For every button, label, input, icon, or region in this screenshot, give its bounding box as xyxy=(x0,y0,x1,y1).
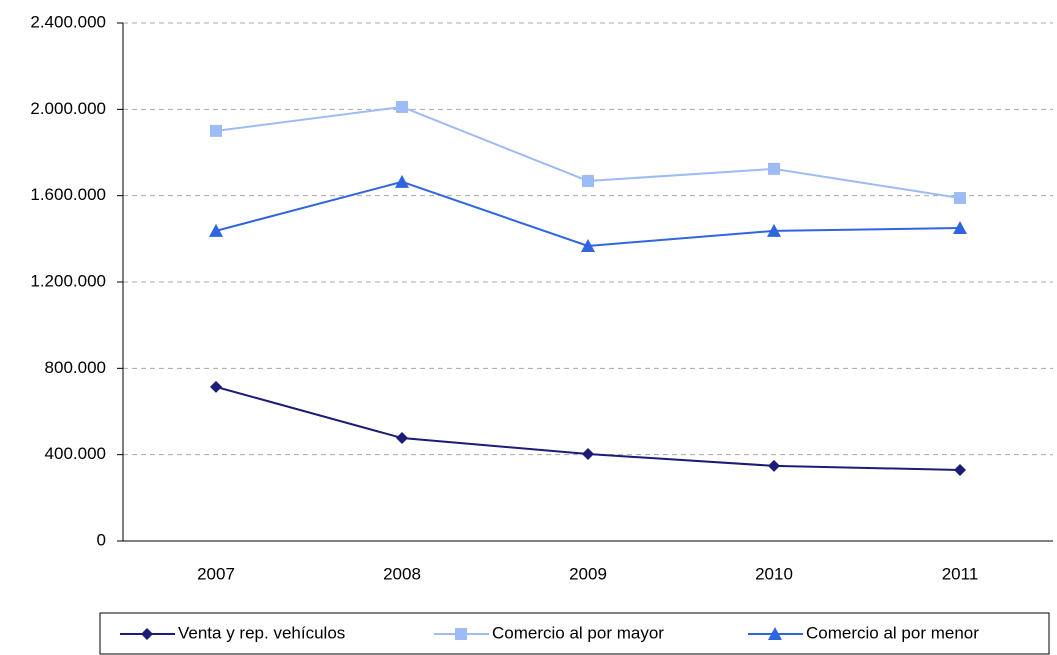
legend-box xyxy=(99,612,1050,655)
legend-label: Comercio al por mayor xyxy=(492,623,664,642)
y-tick-label: 2.000.000 xyxy=(30,99,106,118)
data-point xyxy=(954,463,966,476)
x-tick-label: 2007 xyxy=(197,564,235,583)
legend-label: Venta y rep. vehículos xyxy=(178,623,345,642)
legend-label: Comercio al por menor xyxy=(806,623,979,642)
legend-marker xyxy=(768,627,782,640)
y-tick-label: 0 xyxy=(97,530,106,549)
data-point xyxy=(582,174,594,187)
data-point xyxy=(768,459,780,472)
y-tick-label: 1.600.000 xyxy=(30,185,106,204)
x-tick-label: 2009 xyxy=(569,564,607,583)
x-tick-label: 2011 xyxy=(942,564,979,583)
data-point xyxy=(582,448,594,461)
series-line xyxy=(215,180,961,247)
y-tick-label: 400.000 xyxy=(45,444,106,463)
data-point xyxy=(581,238,595,252)
x-tick-label: 2008 xyxy=(383,564,421,583)
data-point xyxy=(210,124,222,137)
data-point xyxy=(209,223,223,237)
legend-marker xyxy=(141,628,153,640)
y-tick-label: 1.200.000 xyxy=(30,271,106,290)
y-tick-label: 800.000 xyxy=(45,358,106,377)
data-point xyxy=(395,174,409,188)
x-tick-label: 2010 xyxy=(755,564,793,583)
y-tick-label: 2.400.000 xyxy=(30,12,106,31)
data-point xyxy=(954,192,966,205)
data-point xyxy=(953,221,967,235)
data-point xyxy=(767,223,781,237)
data-point xyxy=(210,380,222,393)
data-point xyxy=(396,100,408,113)
data-point xyxy=(396,432,408,445)
legend-marker xyxy=(455,628,467,640)
data-point xyxy=(768,162,780,175)
